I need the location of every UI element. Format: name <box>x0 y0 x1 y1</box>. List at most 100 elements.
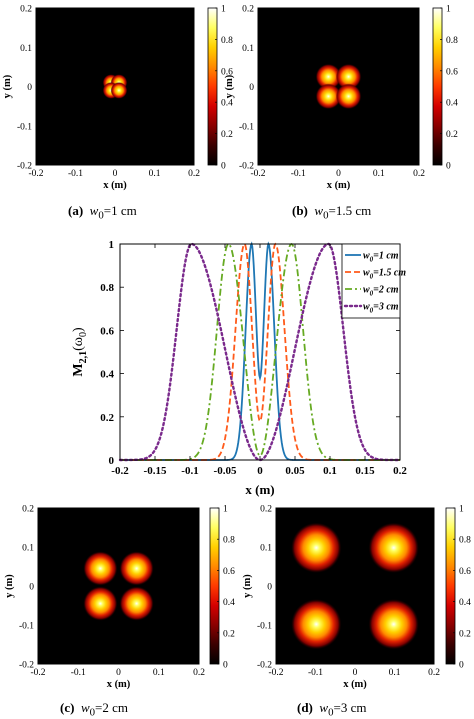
y-tick-label: -0.1 <box>19 622 34 632</box>
x-tick-label: -0.1 <box>71 668 86 678</box>
y-axis-label: y (m) <box>242 574 253 598</box>
intensity-spot-3 <box>81 585 119 623</box>
x-axis-label: x (m) <box>107 679 131 690</box>
intensity-spot-1 <box>314 62 343 91</box>
x-tick-label: 0.1 <box>323 465 337 477</box>
legend-label-4: w0=3 cm <box>363 302 399 315</box>
colorbar <box>207 7 218 166</box>
intensity-spot-1 <box>289 520 344 576</box>
x-tick-label: -0.1 <box>181 465 198 477</box>
colorbar-tick-label: 0.2 <box>223 629 235 639</box>
y-tick-label: -0.1 <box>17 122 32 132</box>
caption-a: (a) w0=1 cm <box>68 203 137 222</box>
y-tick-label: 0.2 <box>20 5 32 15</box>
x-tick-label: -0.15 <box>144 465 167 477</box>
y-tick-label: -0.2 <box>239 162 254 172</box>
x-tick-label: 0.2 <box>428 668 440 678</box>
y-tick-label: 0.1 <box>260 544 272 554</box>
x-tick-label: 0.1 <box>149 169 161 179</box>
colorbar-tick-label: 0.6 <box>221 67 233 77</box>
x-tick-label: 0.2 <box>193 668 205 678</box>
x-axis-label: x (m) <box>103 180 127 191</box>
y-tick-label: -0.2 <box>17 162 32 172</box>
y-tick-label: 0 <box>249 83 254 93</box>
heatmap-panel-c: -0.2 -0.1 0 0.1 0.2 x (m) 0.2 0.1 0 -0.1 -0.2 y (m)… <box>4 505 235 691</box>
colorbar-tick-label: 0.2 <box>446 130 458 140</box>
x-tick-label: 0.2 <box>413 169 425 179</box>
colorbar-tick-label: 0 <box>459 661 464 671</box>
heatmap-panel-d: -0.2 -0.1 0 0.1 0.2 x (m) 0.2 0.1 0 -0.1 -0.2 y (m)… <box>242 505 471 691</box>
colorbar-tick-label: 0 <box>221 162 226 172</box>
y-axis-label: y (m) <box>2 74 13 98</box>
x-tick-label: 0.1 <box>373 169 385 179</box>
y-axis-label: M2,1(ω0) <box>71 327 89 377</box>
x-tick-label: 0 <box>257 465 263 477</box>
x-tick-label: -0.1 <box>291 169 306 179</box>
y-tick-label: -0.2 <box>257 661 272 671</box>
x-tick-label: -0.1 <box>68 169 83 179</box>
y-tick-label: -0.1 <box>239 122 254 132</box>
caption-b: (b) w0=1.5 cm <box>292 203 372 222</box>
x-tick-label: -0.2 <box>30 668 45 678</box>
legend-label-1: w0=1 cm <box>363 251 399 264</box>
x-tick-label: -0.2 <box>28 169 43 179</box>
colorbar-tick-label: 0.4 <box>446 99 458 109</box>
x-tick-label: 0.1 <box>389 668 401 678</box>
x-axis-label: x (m) <box>343 679 367 690</box>
colorbar-tick-label: 0.4 <box>459 598 471 608</box>
y-tick-label: 0 <box>267 583 272 593</box>
heatmap-background <box>38 508 199 664</box>
colorbar-tick-label: 1 <box>223 505 228 515</box>
colorbar-tick-label: 0.4 <box>221 99 233 109</box>
x-tick-label: 0.15 <box>355 465 375 477</box>
intensity-spot-2 <box>366 520 421 576</box>
x-axis-label: x (m) <box>245 482 274 497</box>
y-tick-label: 0.1 <box>22 544 34 554</box>
intensity-spot-2 <box>118 549 156 587</box>
y-tick-label: 0.2 <box>100 412 114 424</box>
y-axis-label: y (m) <box>4 574 15 598</box>
colorbar <box>432 7 443 166</box>
intensity-spot-4 <box>118 585 156 623</box>
colorbar-tick-label: 1 <box>221 5 226 15</box>
x-tick-label: 0 <box>116 668 121 678</box>
y-tick-label: 0.2 <box>260 505 272 515</box>
colorbar-tick-label: 0.2 <box>221 130 233 140</box>
y-tick-label: 0 <box>27 83 32 93</box>
colorbar-tick-label: 0.8 <box>223 536 235 546</box>
caption-c: (c) w0=2 cm <box>60 700 128 719</box>
colorbar-tick-label: 0 <box>223 661 228 671</box>
colorbar <box>445 507 456 665</box>
x-tick-label: -0.2 <box>111 465 129 477</box>
y-tick-label: 0.2 <box>242 5 254 15</box>
colorbar-tick-label: 0.6 <box>446 67 458 77</box>
x-tick-label: 0.05 <box>285 465 305 477</box>
y-tick-label: 0.4 <box>100 369 114 381</box>
y-tick-label: 0.8 <box>100 282 114 294</box>
colorbar-tick-label: 0.6 <box>223 567 235 577</box>
x-tick-label: 0.1 <box>153 668 165 678</box>
colorbar-tick-label: 0 <box>446 162 451 172</box>
intensity-spot-1 <box>81 549 119 587</box>
colorbar-tick-label: 1 <box>459 505 464 515</box>
colorbar-tick-label: 0.8 <box>459 536 471 546</box>
intensity-spot-4 <box>109 81 129 100</box>
colorbar-tick-label: 0.8 <box>221 36 233 46</box>
x-tick-label: 0 <box>336 169 341 179</box>
y-tick-label: 0.1 <box>242 44 254 54</box>
heatmap-panel-a: -0.2 -0.1 0 0.1 0.2 x (m) 0.2 0.1 0 -0.1 -0.2 y (m)… <box>2 5 233 192</box>
colorbar-tick-label: 0.6 <box>459 567 471 577</box>
y-tick-label: 0.1 <box>20 44 32 54</box>
y-tick-label: 0 <box>29 583 34 593</box>
legend: w0=1 cm w0=1.5 cm w0=2 cm w0=3 cm <box>341 243 406 319</box>
intensity-spot-3 <box>289 596 344 652</box>
x-tick-label: -0.05 <box>214 465 237 477</box>
intensity-spot-3 <box>314 82 343 111</box>
colorbar-tick-label: 1 <box>446 5 451 15</box>
x-tick-label: -0.1 <box>308 668 323 678</box>
caption-d: (d) w0=3 cm <box>297 700 367 719</box>
intensity-spot-4 <box>334 82 363 111</box>
colorbar-tick-label: 0.8 <box>446 36 458 46</box>
y-tick-label: 0.6 <box>100 325 114 337</box>
